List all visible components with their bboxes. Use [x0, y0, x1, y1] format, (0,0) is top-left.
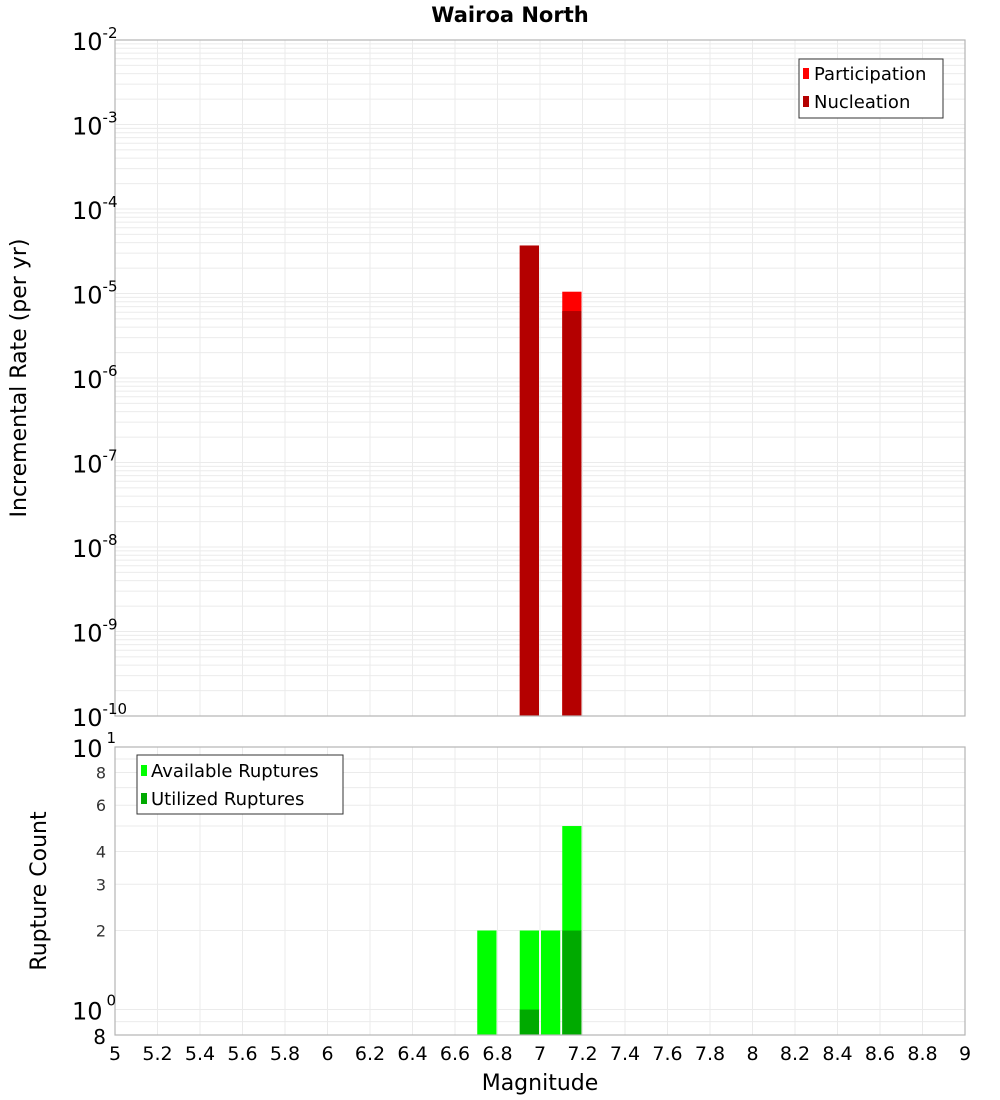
x-tick-label: 6.2	[355, 1043, 385, 1065]
x-tick-label: 8.8	[907, 1043, 937, 1065]
top-bars	[519, 245, 582, 717]
top-grid	[114, 39, 966, 717]
x-tick-label: 9	[959, 1043, 971, 1065]
y-tick-label: 10-9	[72, 616, 118, 648]
count-bar	[541, 930, 561, 1035]
bottom-bars	[477, 826, 582, 1035]
x-tick-label: 7.6	[652, 1043, 682, 1065]
y-tick-label: 10-4	[72, 193, 118, 225]
bottom-y-axis-label: Rupture Count	[27, 811, 52, 971]
top-y-axis-label: Incremental Rate (per yr)	[7, 239, 32, 518]
bottom-legend: Available Ruptures Utilized Ruptures	[136, 754, 344, 815]
x-tick-label: 7.2	[567, 1043, 597, 1065]
count-bar	[477, 930, 497, 1035]
x-tick-label: 6	[321, 1043, 333, 1065]
y-tick-label: 10-7	[72, 447, 118, 479]
y-tick-label: 10-6	[72, 362, 118, 394]
top-legend: Participation Nucleation	[798, 58, 944, 119]
y-tick-label: 10-2	[72, 24, 118, 56]
top-plot: 10-2 10-3 10-4 10-5 10-6 10-7 10-8 10-9 10-10 In…	[7, 24, 966, 732]
x-tick-label: 7.8	[695, 1043, 725, 1065]
y-tick-label: 10-10	[72, 700, 127, 732]
x-axis-label: Magnitude	[482, 1071, 599, 1096]
x-tick-label: 5.6	[227, 1043, 257, 1065]
x-tick-label: 5.2	[142, 1043, 172, 1065]
count-bar	[519, 1009, 539, 1035]
legend-available: Available Ruptures	[151, 761, 319, 782]
chart-title: Wairoa North	[431, 3, 588, 27]
y-tick-label: 10 0	[72, 992, 116, 1026]
x-tick-label: 7	[534, 1043, 546, 1065]
y-tick-label: 8	[96, 763, 106, 782]
utilized-swatch	[141, 793, 147, 804]
x-tick-label: 8.6	[865, 1043, 895, 1065]
count-bar	[562, 930, 582, 1035]
available-swatch	[141, 765, 147, 776]
y-tick-label: 8	[93, 1025, 106, 1049]
x-tick-label: 6.4	[397, 1043, 427, 1065]
top-plot-frame	[114, 39, 966, 717]
legend-nucleation: Nucleation	[814, 92, 910, 113]
x-tick-label: 6.6	[440, 1043, 470, 1065]
x-tick-label: 5.4	[185, 1043, 215, 1065]
y-tick-label: 6	[96, 796, 106, 815]
y-tick-label: 10-3	[72, 109, 118, 141]
legend-participation: Participation	[814, 64, 926, 85]
y-tick-label: 3	[96, 875, 106, 894]
rate-bar	[562, 311, 582, 716]
x-tick-label: 5	[109, 1043, 121, 1065]
x-tick-label: 8.2	[780, 1043, 810, 1065]
y-tick-label: 10 1	[72, 729, 116, 763]
nucleation-swatch	[803, 96, 809, 107]
count-bar	[519, 930, 539, 1035]
x-ticks: 5 5.2 5.4 5.6 5.8 6 6.2 6.4 6.6 6.8 7 7.2 7.4 7.6 7.8 8…	[109, 1043, 971, 1065]
x-tick-label: 7.4	[610, 1043, 640, 1065]
x-tick-label: 5.8	[270, 1043, 300, 1065]
x-tick-label: 8.4	[822, 1043, 852, 1065]
x-tick-label: 8	[746, 1043, 758, 1065]
bottom-plot-frame	[114, 746, 966, 1036]
legend-utilized: Utilized Ruptures	[151, 789, 304, 810]
y-tick-label: 4	[96, 842, 106, 861]
x-tick-label: 6.8	[482, 1043, 512, 1065]
rate-bar	[519, 245, 539, 717]
participation-swatch	[803, 68, 809, 79]
y-tick-label: 10-5	[72, 278, 118, 310]
y-tick-label: 10-8	[72, 531, 118, 563]
top-y-ticks: 10-2 10-3 10-4 10-5 10-6 10-7 10-8 10-9 10-10	[72, 24, 127, 732]
y-tick-label: 2	[96, 922, 106, 941]
